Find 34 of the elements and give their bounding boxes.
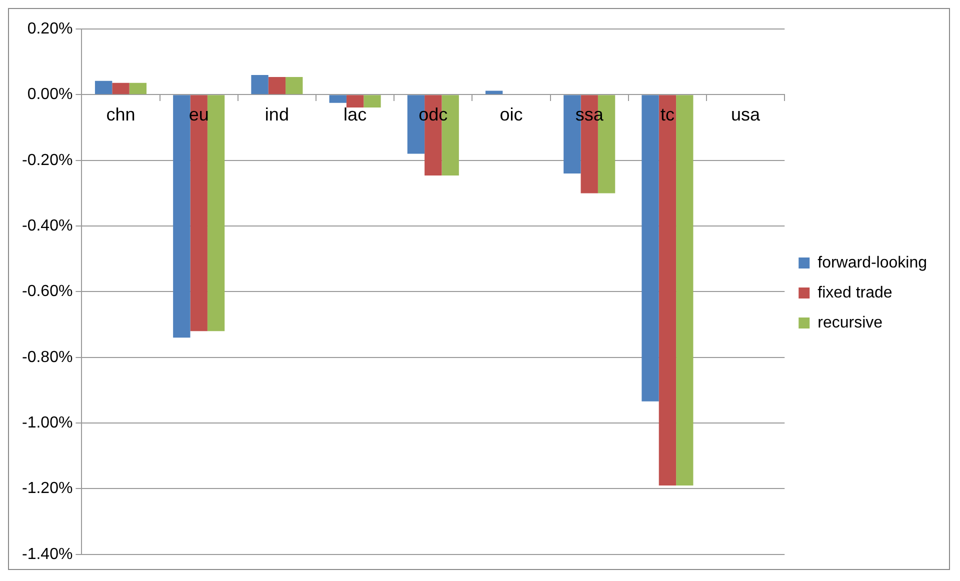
bar (346, 95, 364, 108)
x-tick-label: oic (500, 104, 523, 125)
bar (251, 74, 268, 94)
y-tick-label: -1.40% (22, 546, 73, 563)
bar (207, 95, 225, 332)
y-tick-label: -0.60% (22, 283, 73, 300)
legend-label: forward-looking (818, 254, 928, 272)
bar (190, 95, 208, 332)
bar (129, 82, 147, 94)
bar (364, 95, 381, 108)
x-tick-label: lac (344, 104, 367, 125)
bar (94, 80, 112, 94)
y-tick-label: 0.00% (27, 86, 73, 104)
y-tick-label: -0.80% (22, 348, 73, 366)
x-tick-label: chn (106, 104, 136, 125)
x-tick-label: tc (660, 104, 674, 125)
bar (329, 95, 346, 103)
bar (485, 90, 503, 94)
bar (286, 76, 303, 94)
bar (676, 95, 694, 486)
legend-label: recursive (818, 314, 883, 332)
bar (112, 82, 130, 94)
x-tick-label: usa (731, 104, 762, 125)
bar (642, 95, 659, 402)
bar (268, 76, 286, 94)
y-tick-label: -0.20% (22, 152, 73, 169)
y-tick-label: 0.20% (27, 20, 73, 38)
y-tick-label: -1.00% (22, 414, 73, 432)
x-tick-label: ind (264, 104, 289, 125)
y-tick-label: -1.20% (22, 480, 73, 498)
bar (658, 95, 676, 486)
y-tick-label: -0.40% (22, 217, 73, 234)
legend-label: fixed trade (818, 284, 892, 302)
bar (173, 95, 190, 338)
